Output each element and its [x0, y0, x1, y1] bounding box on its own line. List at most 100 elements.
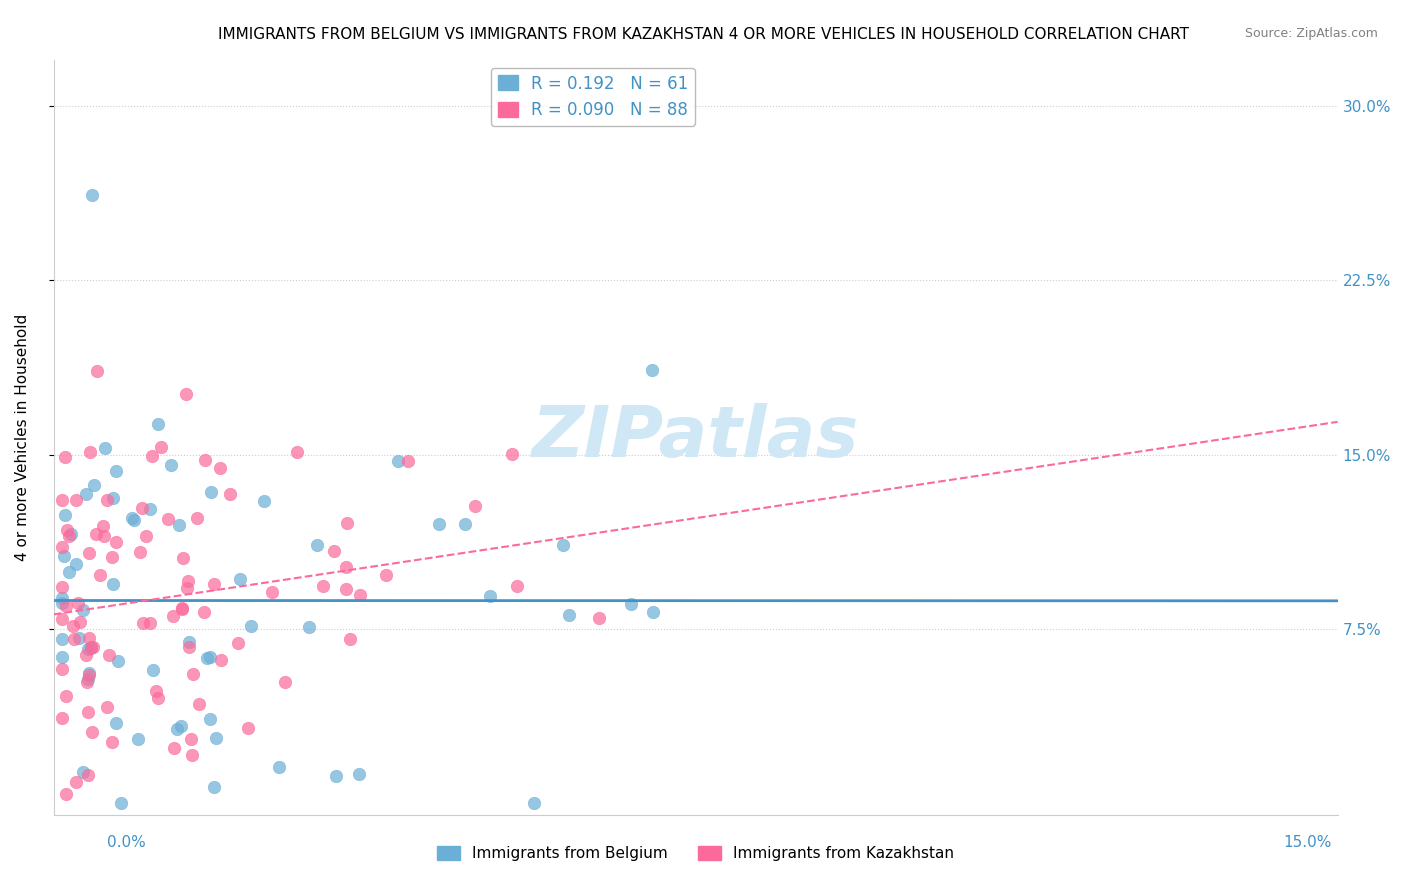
Point [67, 631, 90, 645]
Point [77, 668, 100, 682]
Point [75, 648, 97, 663]
Point [226, 636, 249, 650]
Point [558, 608, 581, 623]
Point [53, 450, 76, 464]
Point [195, 650, 218, 665]
Point [202, 577, 225, 591]
Point [236, 721, 259, 735]
Point [146, 691, 169, 706]
Point [93, 529, 115, 543]
Point [77, 705, 100, 719]
Point [51, 711, 73, 725]
Point [163, 740, 186, 755]
Point [51, 663, 73, 677]
Point [228, 572, 250, 586]
Text: 0.0%: 0.0% [107, 836, 146, 850]
Point [121, 510, 143, 524]
Point [208, 460, 231, 475]
Point [77, 546, 100, 560]
Point [176, 581, 198, 595]
Point [142, 663, 165, 677]
Point [129, 545, 152, 559]
Point [209, 653, 232, 667]
Point [127, 731, 149, 746]
Point [501, 447, 523, 461]
Point [80, 725, 103, 739]
Point [187, 697, 209, 711]
Point [285, 445, 308, 459]
Point [131, 501, 153, 516]
Point [374, 568, 396, 582]
Point [69, 615, 91, 629]
Point [58, 565, 80, 579]
Point [312, 579, 335, 593]
Point [172, 550, 194, 565]
Point [101, 550, 124, 565]
Point [479, 590, 502, 604]
Point [150, 440, 173, 454]
Point [141, 449, 163, 463]
Point [204, 731, 226, 745]
Point [135, 529, 157, 543]
Point [335, 582, 357, 596]
Point [588, 611, 610, 625]
Point [77, 672, 100, 686]
Point [86, 364, 108, 378]
Point [193, 605, 215, 619]
Point [145, 683, 167, 698]
Point [322, 543, 344, 558]
Point [551, 538, 574, 552]
Point [77, 632, 100, 646]
Point [101, 735, 124, 749]
Point [72, 764, 94, 779]
Point [51, 632, 73, 646]
Point [464, 499, 486, 513]
Point [643, 605, 665, 619]
Point [620, 597, 643, 611]
Point [89, 567, 111, 582]
Point [523, 796, 546, 810]
Point [157, 512, 180, 526]
Point [51, 580, 73, 594]
Point [180, 731, 202, 746]
Point [105, 534, 128, 549]
Point [146, 417, 169, 431]
Point [159, 458, 181, 472]
Point [166, 722, 188, 736]
Point [58, 529, 80, 543]
Point [83, 478, 105, 492]
Point [51, 492, 73, 507]
Point [396, 454, 419, 468]
Point [80, 640, 103, 655]
Point [506, 578, 529, 592]
Point [186, 511, 208, 525]
Point [65, 493, 87, 508]
Point [104, 715, 127, 730]
Point [387, 454, 409, 468]
Point [349, 588, 371, 602]
Point [51, 596, 73, 610]
Point [91, 519, 114, 533]
Point [75, 486, 97, 500]
Text: IMMIGRANTS FROM BELGIUM VS IMMIGRANTS FROM KAZAKHSTAN 4 OR MORE VEHICLES IN HOUS: IMMIGRANTS FROM BELGIUM VS IMMIGRANTS FR… [218, 27, 1188, 42]
Point [77, 768, 100, 782]
Point [339, 632, 361, 646]
Point [132, 616, 155, 631]
Point [84, 527, 107, 541]
Point [335, 560, 357, 574]
Text: 15.0%: 15.0% [1284, 836, 1331, 850]
Point [76, 674, 98, 689]
Point [305, 538, 328, 552]
Point [51, 650, 73, 665]
Point [139, 502, 162, 516]
Point [62, 619, 84, 633]
Point [427, 516, 450, 531]
Point [96, 699, 118, 714]
Point [52, 549, 75, 563]
Point [55, 689, 77, 703]
Point [67, 596, 90, 610]
Point [62, 632, 84, 646]
Point [181, 747, 204, 762]
Point [336, 516, 359, 531]
Point [65, 558, 87, 572]
